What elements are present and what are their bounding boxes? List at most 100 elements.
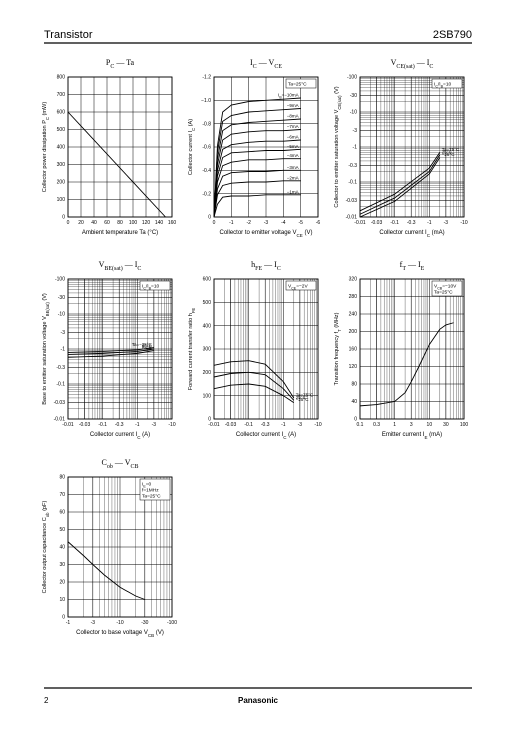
text-part: I xyxy=(250,58,253,67)
text-part: Collector to base voltage V xyxy=(76,630,148,636)
series-line xyxy=(359,154,441,215)
x-tick-label: -10 xyxy=(460,220,467,226)
y-tick-label: 0 xyxy=(208,417,211,423)
series-line xyxy=(213,139,301,218)
subscript: CE(sat) xyxy=(337,95,342,110)
y-tick-label: -30 xyxy=(350,93,357,99)
series-line xyxy=(213,194,301,218)
y-tick-label: 50 xyxy=(59,527,65,533)
text-part: Collector current I xyxy=(188,131,194,176)
text-part: V xyxy=(434,284,438,290)
x-tick-label: -0.03 xyxy=(225,422,237,428)
plot-frame xyxy=(213,278,319,420)
x-tick-label: -0.1 xyxy=(390,220,399,226)
text-part: Collector to emitter voltage V xyxy=(220,230,297,236)
chart-title: VCE(sat) — IC xyxy=(391,58,434,70)
subscript: C xyxy=(435,85,438,89)
series-line xyxy=(213,180,301,218)
header-title: Transistor xyxy=(44,29,93,41)
text-part: (V) xyxy=(303,230,313,236)
y-tick-label: 200 xyxy=(203,370,212,376)
chart-title: IC — VCE xyxy=(250,58,282,70)
subscript: C xyxy=(137,435,141,440)
y-tick-label: -0.2 xyxy=(202,191,211,197)
subscript: E xyxy=(425,435,428,440)
subscript: FE xyxy=(191,308,196,314)
y-tick-label: 600 xyxy=(57,110,66,116)
chart: -1 -3 -10 -30 -100 0 10 20 30 40 50 60 70 80 IE=0f=1MH… xyxy=(42,458,177,638)
annotation-box xyxy=(285,280,317,291)
series-line xyxy=(213,169,301,218)
y-tick-label: 400 xyxy=(57,145,66,151)
text-part: — Ta xyxy=(114,58,134,67)
series-label: Ta=75°C xyxy=(442,147,460,152)
y-tick-label: 0 xyxy=(208,215,211,221)
x-tick-label: 3 xyxy=(410,422,413,428)
x-tick-label: -2 xyxy=(246,220,251,226)
y-tick-label: -0.1 xyxy=(348,180,357,186)
chart-title: hFE — IC xyxy=(251,260,281,272)
text-part: (V) xyxy=(334,86,340,95)
x-tick-label: -1 xyxy=(229,220,234,226)
series-line xyxy=(67,350,154,358)
x-tick-label: 20 xyxy=(78,220,84,226)
x-tick-label: -1 xyxy=(427,220,432,226)
series-label: Ta=−25°C xyxy=(132,342,153,347)
y-tick-label: 800 xyxy=(57,75,66,81)
y-tick-label: 20 xyxy=(59,580,65,586)
plot-frame xyxy=(67,476,173,618)
text-part: I xyxy=(142,284,143,290)
annotation: Ta=25°C xyxy=(288,82,307,88)
y-axis-label: Transition frequency fT (MHz) xyxy=(334,312,342,385)
x-tick-label: -3 xyxy=(298,422,303,428)
footer-brand: Panasonic xyxy=(238,696,279,705)
y-tick-label: -3 xyxy=(61,330,66,336)
annotation: IC/IB=10 xyxy=(434,82,452,89)
y-tick-label: 0 xyxy=(62,615,65,621)
series-line xyxy=(67,348,154,355)
y-tick-label: 300 xyxy=(203,347,212,353)
annotation-box xyxy=(431,280,463,297)
x-tick-label: -0.3 xyxy=(261,422,270,428)
y-tick-label: -0.3 xyxy=(348,163,357,169)
y-tick-label: 40 xyxy=(351,399,357,405)
text-part: Collector to emitter saturation voltage … xyxy=(334,109,340,207)
x-tick-label: 140 xyxy=(155,220,164,226)
text-part: (V) xyxy=(42,293,48,302)
text-part: /I xyxy=(438,82,441,88)
y-tick-label: 300 xyxy=(57,162,66,168)
x-tick-label: -0.3 xyxy=(407,220,416,226)
subscript: BE(sat) xyxy=(104,265,122,272)
x-tick-label: 0 xyxy=(67,220,70,226)
series-label: 25°C xyxy=(296,395,307,400)
x-tick-label: -0.03 xyxy=(79,422,91,428)
subscript: C xyxy=(427,233,431,238)
series-label: −5mA xyxy=(287,144,299,149)
subscript: B xyxy=(441,85,444,89)
chart-title: VBE(sat) — IC xyxy=(99,260,142,272)
annotation: Ta=25°C xyxy=(434,290,453,296)
x-tick-label: -1 xyxy=(66,620,71,626)
header-part: 2SB790 xyxy=(433,29,472,41)
subscript: C xyxy=(277,266,281,272)
text-part: — I xyxy=(406,260,421,269)
y-tick-label: 10 xyxy=(59,597,65,603)
text-part: /I xyxy=(146,284,149,290)
y-tick-label: 280 xyxy=(349,294,358,300)
x-tick-label: 30 xyxy=(443,422,449,428)
x-tick-label: -10 xyxy=(168,422,175,428)
annotation-box xyxy=(139,280,171,291)
x-axis-label: Collector current IC (A) xyxy=(236,432,296,440)
y-tick-label: -10 xyxy=(350,110,357,116)
annotation-box xyxy=(431,78,463,89)
y-tick-label: 200 xyxy=(57,180,66,186)
annotation: IC/IB=10 xyxy=(142,284,160,291)
series-line xyxy=(213,148,301,218)
subscript: CB xyxy=(148,633,154,638)
y-tick-label: 700 xyxy=(57,92,66,98)
series-label: −1mA xyxy=(287,189,299,194)
y-tick-label: 80 xyxy=(59,475,65,481)
subscript: FE xyxy=(255,266,262,272)
plot-frame xyxy=(67,76,173,218)
